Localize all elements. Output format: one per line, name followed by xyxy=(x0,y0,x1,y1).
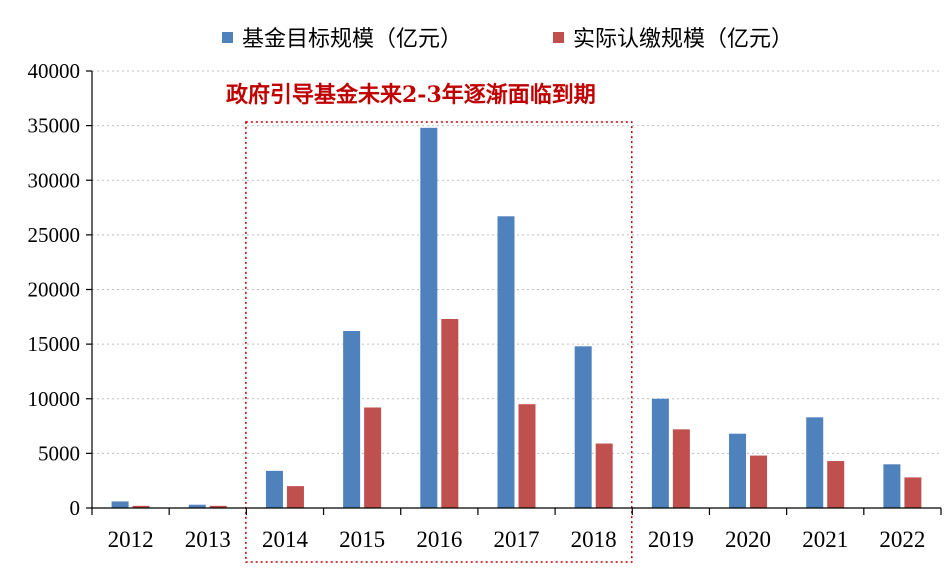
bar-target-2017 xyxy=(497,216,515,509)
bar-actual-2018 xyxy=(595,443,613,508)
bar-actual-2021 xyxy=(827,461,845,508)
highlight-box xyxy=(245,121,633,563)
bar-target-2016 xyxy=(420,127,438,508)
y-tick-labels: 0 5000 10000 15000 20000 25000 30000 35000 40000 xyxy=(28,59,81,520)
bar-target-2020 xyxy=(729,433,747,508)
bar-target-2022 xyxy=(883,464,901,508)
y-tick-label: 10000 xyxy=(28,387,81,411)
legend-swatch xyxy=(553,32,564,43)
y-tick-label: 40000 xyxy=(28,59,81,83)
bar-target-2014 xyxy=(265,470,283,508)
y-tick-label: 25000 xyxy=(28,223,81,247)
y-tick-label: 30000 xyxy=(28,168,81,192)
bar-actual-2017 xyxy=(518,404,536,508)
bar-actual-2012 xyxy=(132,505,150,508)
x-tick-label: 2012 xyxy=(108,527,154,552)
y-tick-label: 15000 xyxy=(28,332,81,356)
legend-label: 基金目标规模（亿元） xyxy=(242,27,462,52)
legend-swatch xyxy=(222,32,233,43)
bar-actual-2022 xyxy=(904,477,922,508)
x-tick-label: 2018 xyxy=(571,527,617,552)
gridlines xyxy=(92,70,941,454)
x-tick-label: 2014 xyxy=(262,527,309,552)
x-tick-label: 2021 xyxy=(802,527,848,552)
bars xyxy=(111,127,922,509)
x-tick-label: 2022 xyxy=(879,527,925,552)
bar-target-2013 xyxy=(188,504,206,508)
x-tick-labels: 2012 2013 2014 2015 2016 2017 2018 2019 2020 2021… xyxy=(108,527,926,552)
y-tick-label: 35000 xyxy=(28,114,81,138)
bar-actual-2016 xyxy=(441,318,459,508)
legend-label: 实际认缴规模（亿元） xyxy=(573,27,793,52)
bar-actual-2019 xyxy=(672,429,690,508)
bar-target-2012 xyxy=(111,501,129,508)
x-tick-label: 2019 xyxy=(648,527,694,552)
x-tick-label: 2020 xyxy=(725,527,771,552)
bar-actual-2014 xyxy=(286,486,304,508)
bar-actual-2020 xyxy=(750,455,768,508)
annotation-text: 政府引导基金未来2-3年逐渐面临到期 xyxy=(226,82,596,108)
legend: 基金目标规模（亿元） 实际认缴规模（亿元） xyxy=(222,27,793,52)
bar-target-2019 xyxy=(651,398,669,508)
bar-target-2015 xyxy=(343,331,361,508)
x-tick-label: 2017 xyxy=(494,527,540,552)
x-tick-label: 2015 xyxy=(339,527,385,552)
bar-target-2021 xyxy=(806,417,824,508)
bar-actual-2015 xyxy=(364,407,382,508)
y-tick-label: 5000 xyxy=(38,441,80,465)
axes xyxy=(86,70,942,515)
y-tick-label: 0 xyxy=(70,496,81,520)
x-tick-label: 2016 xyxy=(416,527,462,552)
x-tick-label: 2013 xyxy=(185,527,231,552)
bar-actual-2013 xyxy=(209,505,227,508)
highlight-rect xyxy=(245,121,633,563)
y-tick-label: 20000 xyxy=(28,278,81,302)
bar-target-2018 xyxy=(574,346,592,508)
